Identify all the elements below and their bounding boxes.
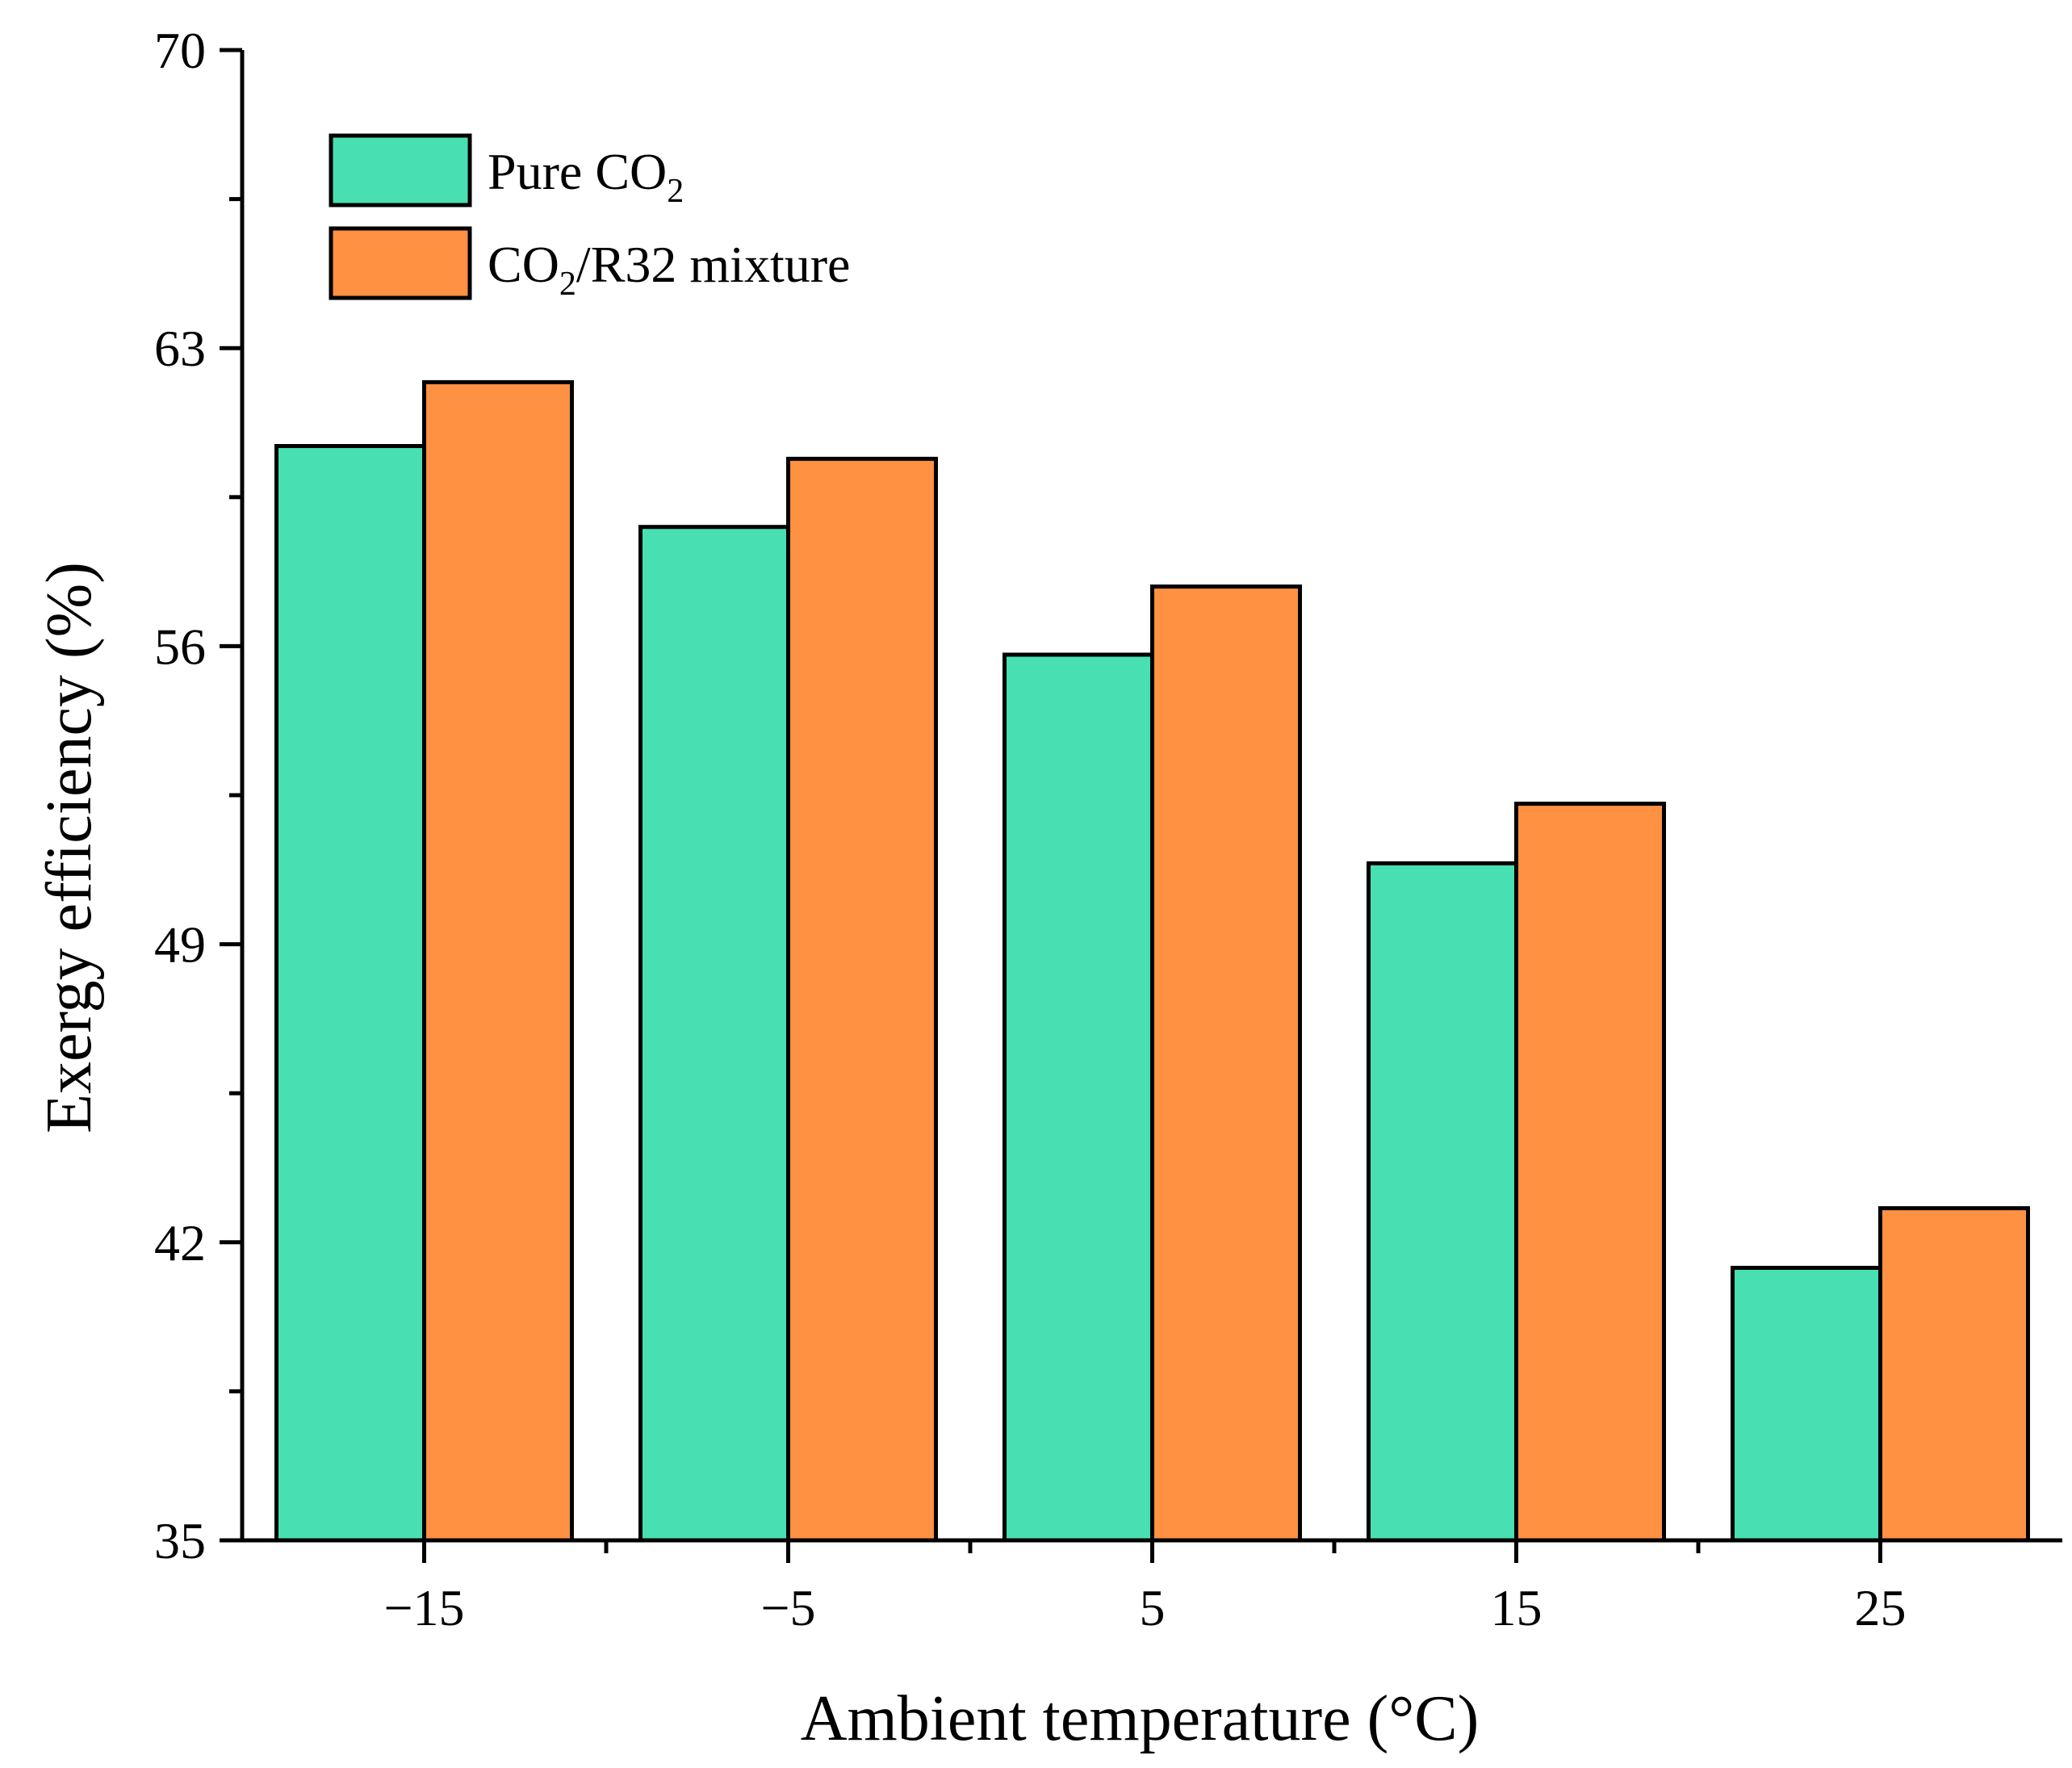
x-axis-title: Ambient temperature (°C)	[801, 1683, 1480, 1754]
bar-pure-co2-1	[638, 525, 790, 1543]
bar-pure-co2-2	[1003, 652, 1154, 1543]
bar-co2-r32-4	[1878, 1206, 2030, 1543]
bar-co2-r32-3	[1514, 802, 1666, 1543]
x-tick-label: 25	[1855, 1579, 1907, 1636]
y-tick-label: 63	[154, 320, 206, 377]
bar-co2-r32-2	[1150, 584, 1302, 1543]
bars-group	[274, 379, 2030, 1543]
x-tick-label: 15	[1491, 1579, 1542, 1636]
legend-swatch-co2-r32	[329, 226, 472, 300]
legend-label-co2-r32: CO2/R32 mixture	[488, 236, 850, 303]
bar-co2-r32-1	[786, 456, 938, 1543]
y-tick-label: 35	[154, 1512, 206, 1569]
bar-co2-r32-0	[422, 379, 574, 1543]
bar-pure-co2-0	[274, 444, 426, 1543]
y-tick-label: 56	[154, 618, 206, 675]
y-tick-label: 70	[154, 22, 206, 79]
x-tick-label: −5	[760, 1579, 815, 1636]
legend-swatch-pure-co2	[329, 133, 472, 207]
y-tick-label: 42	[154, 1214, 206, 1272]
legend-label-pure-co2: Pure CO2	[488, 143, 684, 210]
y-axis-title: Exergy efficiency (%)	[34, 562, 105, 1133]
bar-pure-co2-4	[1731, 1265, 1882, 1543]
x-tick-label: 5	[1140, 1579, 1166, 1636]
bar-pure-co2-3	[1367, 861, 1518, 1543]
y-tick-label: 49	[154, 916, 206, 974]
x-tick-label: −15	[383, 1579, 464, 1636]
ticks-group: 35 42 49 56 63 70 −15 −5 5 15 25	[154, 22, 1907, 1636]
legend: Pure CO2 CO2/R32 mixture	[329, 133, 850, 303]
